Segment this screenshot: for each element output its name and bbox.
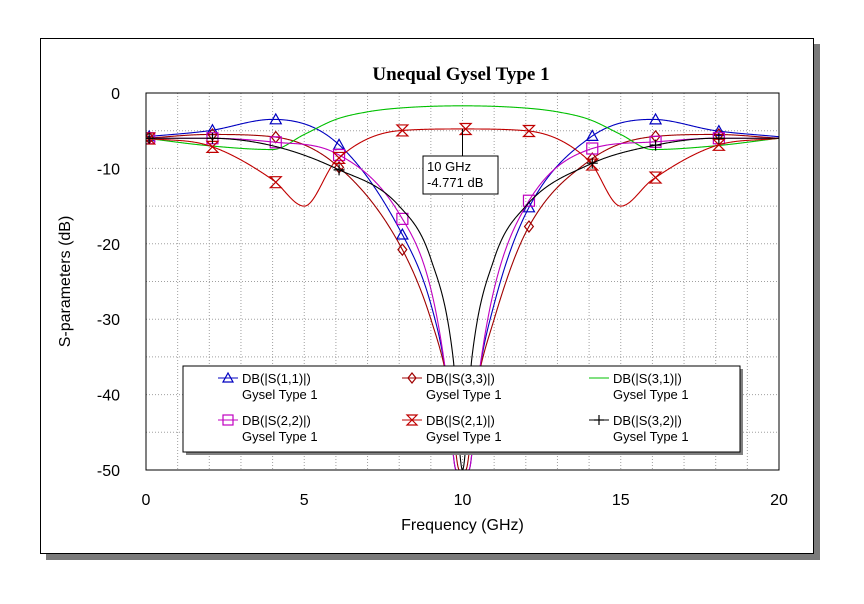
- y-tick-label: 0: [111, 86, 120, 103]
- y-tick-label: -20: [97, 237, 120, 254]
- square-marker: [522, 194, 536, 207]
- y-tick-labels: 0 -10 -20 -30 -40 -50: [97, 86, 120, 480]
- legend-name: DB(|S(3,3)|): [426, 371, 495, 386]
- plot-border: [145, 92, 780, 471]
- legend-sub: Gysel Type 1: [426, 429, 502, 444]
- hourglass-marker: [332, 151, 347, 165]
- legend-entry: DB(|S(3,3)|)Gysel Type 1: [402, 371, 502, 402]
- hourglass-marker: [146, 132, 157, 145]
- y-axis-label: S-parameters (dB): [57, 216, 74, 348]
- legend-sub: Gysel Type 1: [613, 387, 689, 402]
- legend-sub: Gysel Type 1: [242, 387, 318, 402]
- annotation-box: [422, 155, 499, 195]
- triangle-marker: [522, 200, 536, 213]
- annotation-freq: 10 GHz: [427, 159, 471, 174]
- hourglass-marker: [648, 171, 663, 184]
- triangle-marker: [395, 227, 409, 240]
- series-line: [146, 133, 779, 470]
- plus-marker: [713, 132, 725, 144]
- legend-sub: Gysel Type 1: [242, 429, 318, 444]
- y-tick-label: -40: [97, 388, 120, 405]
- hourglass-marker: [711, 138, 726, 151]
- square-marker: [586, 142, 599, 155]
- x-tick-label: 5: [300, 492, 309, 509]
- x-tick-label: 15: [612, 492, 630, 509]
- marker-annotation: 10 GHz-4.771 dB: [422, 128, 499, 195]
- legend: DB(|S(1,1)|)Gysel Type 1DB(|S(3,3)|)Gyse…: [182, 365, 743, 455]
- triangle-marker: [649, 112, 663, 125]
- hourglass-marker: [522, 124, 536, 138]
- hourglass-marker: [405, 414, 419, 426]
- plus-marker: [594, 415, 604, 425]
- square-marker: [396, 212, 409, 225]
- series-3: [146, 105, 779, 151]
- plus-marker: [206, 132, 218, 144]
- y-tick-label: -30: [97, 312, 120, 329]
- series-line: [146, 128, 779, 207]
- square-marker: [332, 148, 346, 162]
- series-layer: [146, 105, 779, 470]
- series-line: [146, 105, 779, 151]
- y-tick-label: -50: [97, 463, 120, 480]
- x-tick-labels: 0 5 10 15 20: [142, 492, 788, 509]
- hourglass-marker: [205, 140, 220, 153]
- legend-entry: DB(|S(2,1)|)Gysel Type 1: [402, 413, 502, 444]
- diamond-marker: [407, 372, 417, 384]
- legend-name: DB(|S(2,1)|): [426, 413, 495, 428]
- plus-marker: [650, 139, 662, 151]
- legend-entry: DB(|S(3,2)|)Gysel Type 1: [589, 413, 689, 444]
- series-line: [146, 137, 779, 470]
- x-tick-label: 0: [142, 492, 151, 509]
- triangle-marker: [221, 371, 235, 383]
- series-5: [146, 122, 779, 207]
- plus-marker: [586, 157, 598, 169]
- legend-sub: Gysel Type 1: [426, 387, 502, 402]
- plus-marker: [146, 132, 155, 144]
- legend-name: DB(|S(1,1)|): [242, 371, 311, 386]
- hourglass-marker: [268, 176, 283, 189]
- legend-name: DB(|S(3,2)|): [613, 413, 682, 428]
- legend-entry: DB(|S(2,2)|)Gysel Type 1: [218, 413, 318, 444]
- chart-title: Unequal Gysel Type 1: [372, 64, 549, 85]
- y-tick-label: -10: [97, 161, 120, 178]
- hourglass-marker: [585, 158, 600, 171]
- series-line: [146, 137, 779, 470]
- hourglass-marker: [458, 122, 473, 136]
- plus-marker: [333, 164, 345, 176]
- legend-name: DB(|S(2,2)|): [242, 413, 311, 428]
- series-line: [146, 118, 779, 470]
- triangle-marker: [269, 112, 283, 125]
- x-tick-label: 10: [454, 492, 472, 509]
- hourglass-marker: [395, 124, 410, 137]
- diamond-marker: [523, 220, 535, 234]
- square-marker: [269, 136, 282, 149]
- series-6: [146, 132, 779, 470]
- diamond-marker: [397, 243, 408, 257]
- annotation-value: -4.771 dB: [427, 175, 483, 190]
- legend-sub: Gysel Type 1: [613, 429, 689, 444]
- legend-entry: DB(|S(1,1)|)Gysel Type 1: [218, 371, 318, 402]
- square-marker: [222, 414, 234, 426]
- x-tick-label: 20: [770, 492, 788, 509]
- legend-box: [182, 365, 741, 453]
- legend-entry: DB(|S(3,1)|)Gysel Type 1: [589, 371, 689, 402]
- legend-name: DB(|S(3,1)|): [613, 371, 682, 386]
- triangle-marker: [585, 129, 599, 141]
- x-axis-label: Frequency (GHz): [401, 517, 524, 534]
